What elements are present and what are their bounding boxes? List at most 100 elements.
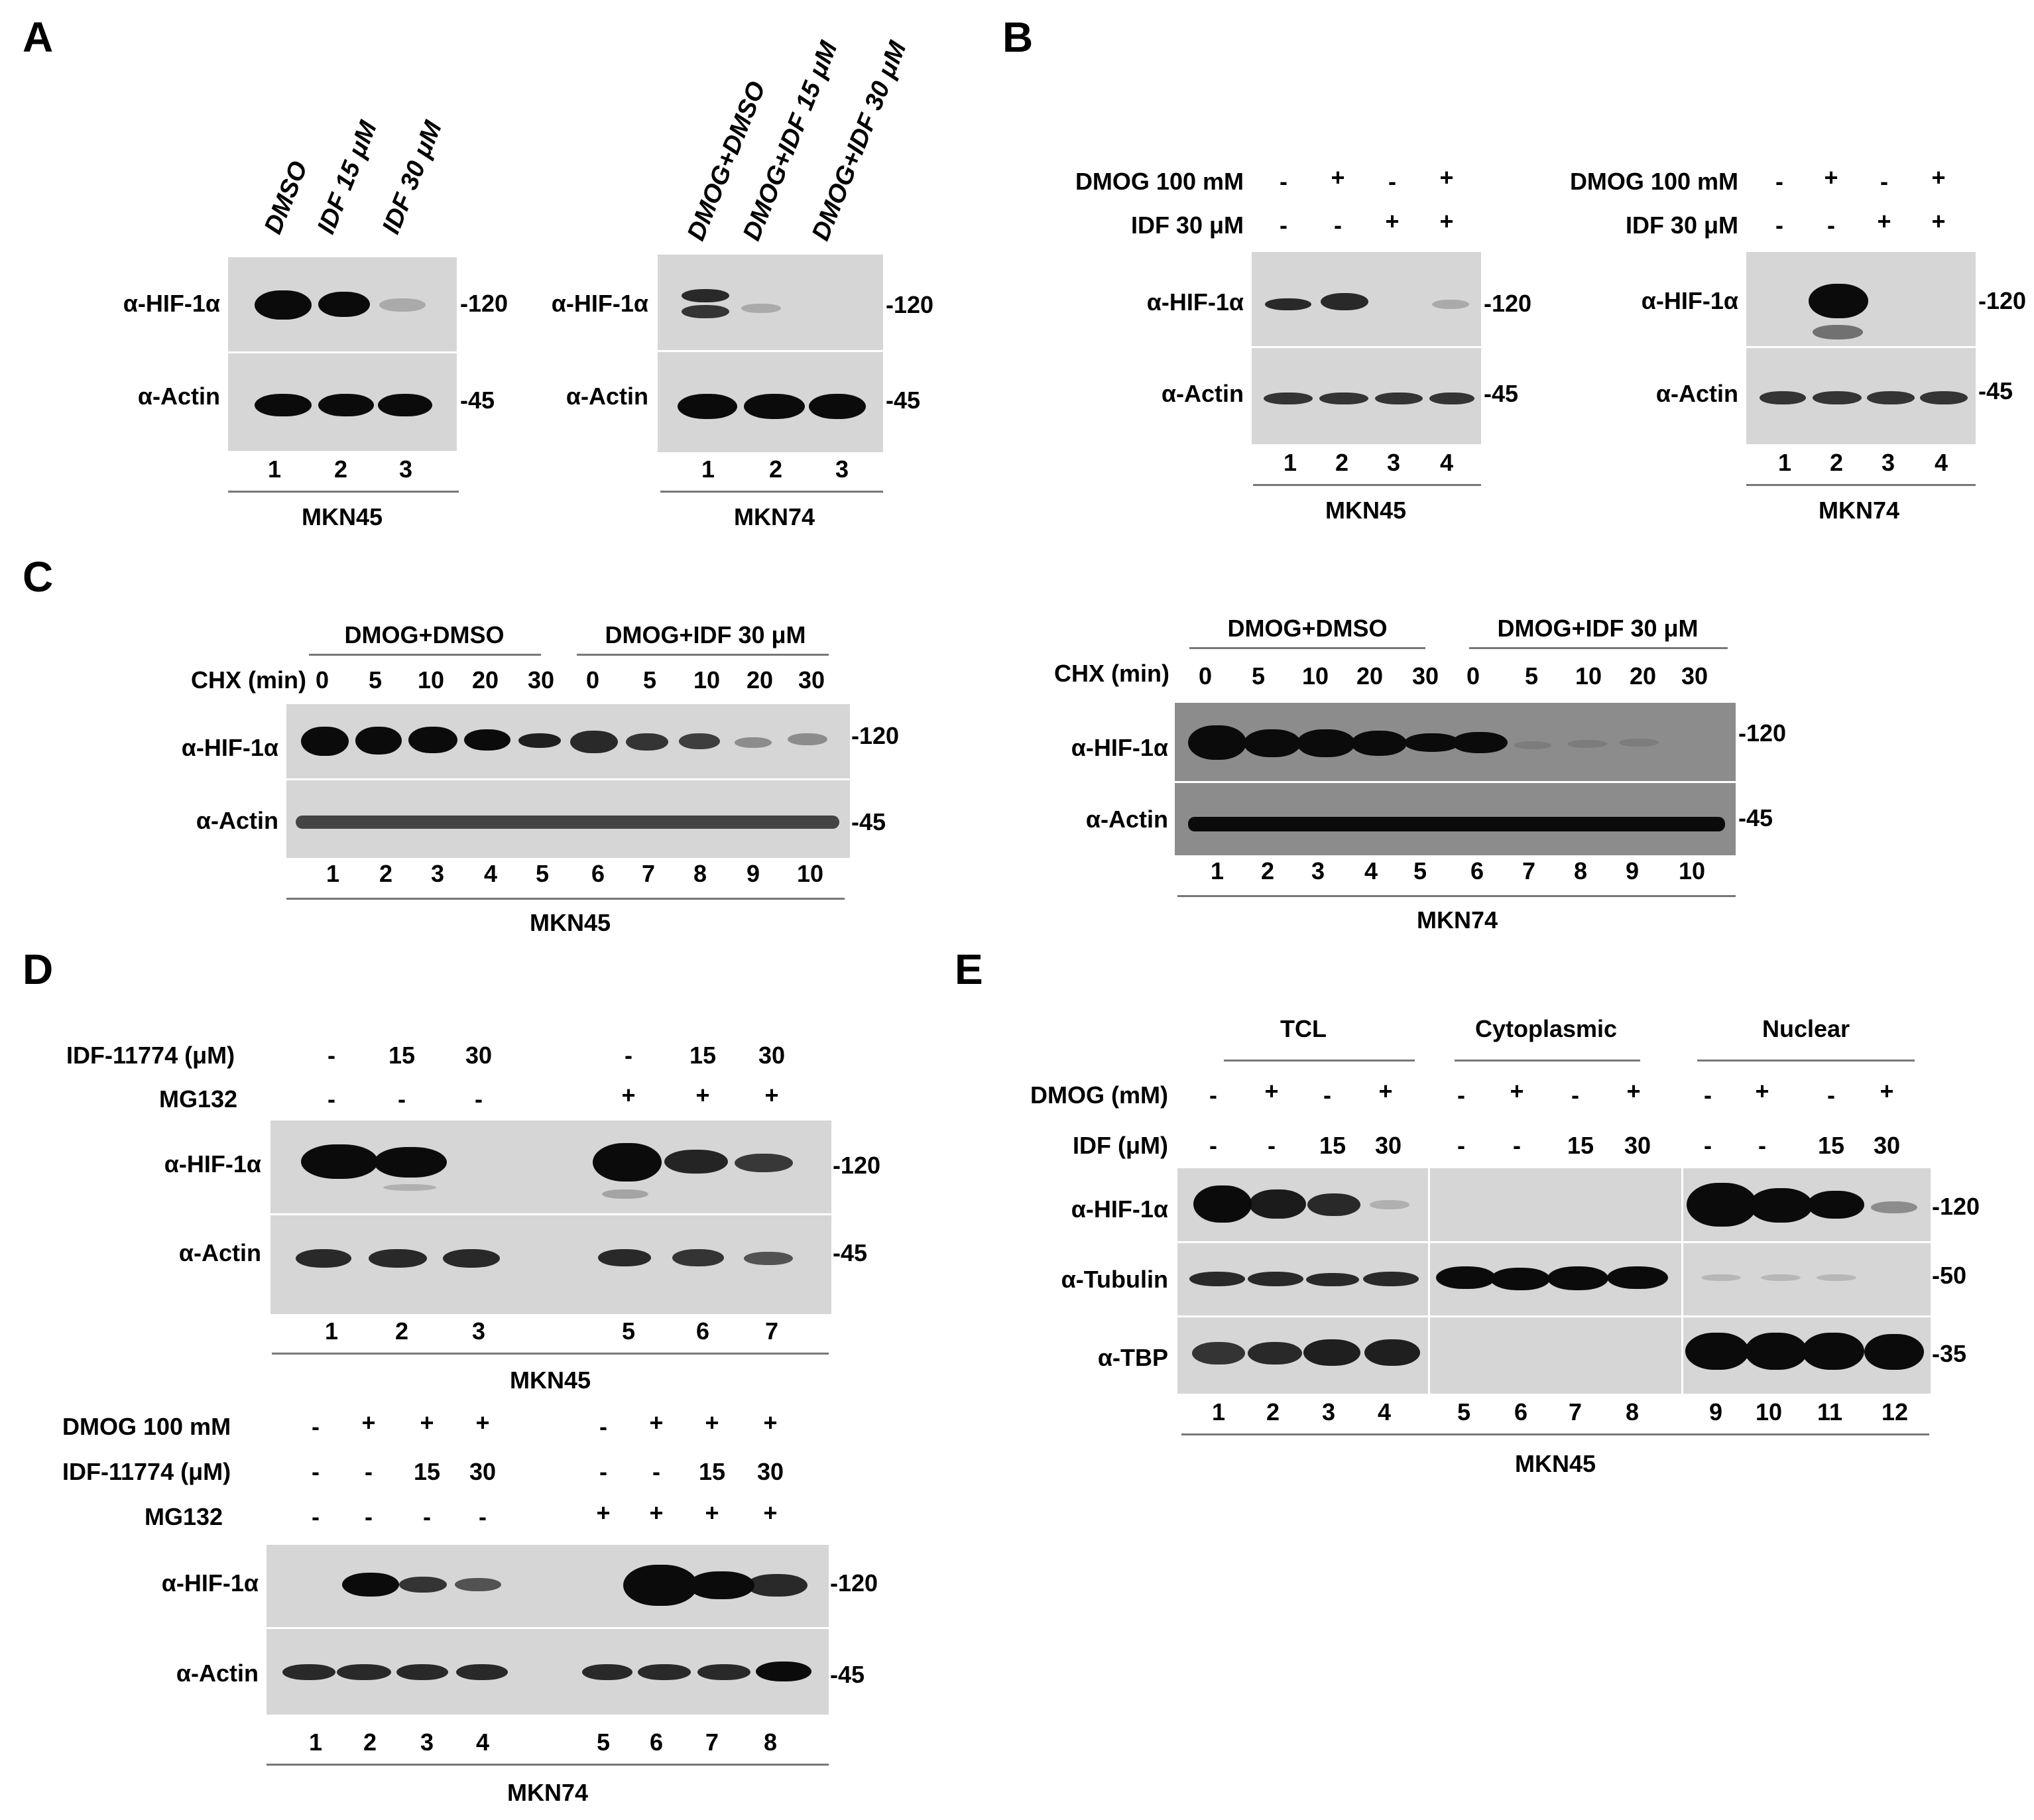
sign: - bbox=[312, 1503, 320, 1530]
antibody-label: α-Actin bbox=[196, 807, 278, 834]
band bbox=[342, 1573, 399, 1597]
lane-number: 4 bbox=[1934, 449, 1948, 476]
sign: - bbox=[1704, 1081, 1712, 1109]
sign: 30 bbox=[1873, 1132, 1901, 1159]
lane-number: 6 bbox=[649, 1729, 664, 1756]
antibody-label: α-HIF-1α bbox=[1146, 288, 1244, 316]
chx-label: CHX (min) bbox=[1054, 660, 1169, 687]
sign: - bbox=[365, 1458, 373, 1485]
antibody-label: α-Actin bbox=[176, 1660, 259, 1687]
lane-number: 2 bbox=[1335, 449, 1349, 476]
underline bbox=[1746, 484, 1976, 486]
band bbox=[1607, 1266, 1668, 1289]
lane-number: 7 bbox=[1568, 1398, 1583, 1426]
lane-number: 1 bbox=[1777, 449, 1792, 476]
blot-b-mkn45 bbox=[1252, 252, 1481, 444]
treatment-label: IDF-11774 (μM) bbox=[66, 1042, 235, 1069]
antibody-label: α-HIF-1α bbox=[1071, 1195, 1168, 1223]
antibody-label: α-HIF-1α bbox=[1641, 287, 1738, 314]
sign: 15 bbox=[1817, 1132, 1845, 1159]
group-label: DMOG+IDF 30 μM bbox=[1497, 615, 1699, 642]
antibody-label: α-HIF-1α bbox=[161, 1569, 259, 1597]
sign: + bbox=[1378, 1077, 1393, 1105]
band bbox=[1189, 1272, 1245, 1286]
band bbox=[1685, 1333, 1749, 1370]
sign: + bbox=[1439, 208, 1454, 235]
lane-number: 2 bbox=[379, 860, 393, 887]
band bbox=[1193, 1185, 1252, 1223]
mw-marker: -120 bbox=[1738, 719, 1787, 747]
band bbox=[697, 1664, 750, 1680]
sign: + bbox=[764, 1081, 779, 1109]
lane-number: 6 bbox=[695, 1317, 710, 1345]
lane-number: 3 bbox=[471, 1317, 486, 1345]
sign: - bbox=[1280, 168, 1287, 195]
band bbox=[638, 1664, 691, 1680]
band bbox=[664, 1150, 728, 1174]
sign: - bbox=[475, 1085, 483, 1113]
treatment-label: IDF (μM) bbox=[1073, 1132, 1168, 1159]
panel-letter-c: C bbox=[23, 553, 54, 601]
blot-a-mkn45 bbox=[228, 257, 457, 451]
treatment-label: DMOG 100 mM bbox=[1075, 168, 1244, 195]
antibody-label: α-Actin bbox=[137, 383, 220, 410]
group-line bbox=[1224, 1060, 1415, 1062]
sign: + bbox=[763, 1499, 778, 1526]
underline bbox=[1181, 1433, 1929, 1435]
sign: + bbox=[596, 1499, 611, 1526]
band bbox=[301, 727, 349, 756]
cell-line-label: MKN74 bbox=[733, 503, 815, 530]
sign: + bbox=[705, 1499, 719, 1526]
lane-number: 3 bbox=[1386, 449, 1401, 476]
band bbox=[1813, 325, 1863, 339]
band bbox=[1363, 1272, 1419, 1286]
time: 5 bbox=[368, 666, 383, 694]
band bbox=[1745, 1333, 1807, 1370]
lane-number: 7 bbox=[705, 1729, 719, 1756]
sign: + bbox=[361, 1409, 376, 1436]
band bbox=[296, 1249, 351, 1268]
treatment-label: DMOG (mM) bbox=[1030, 1081, 1168, 1109]
band bbox=[1514, 741, 1551, 749]
time: 5 bbox=[642, 666, 657, 694]
band bbox=[1364, 1339, 1420, 1366]
lane-number: 1 bbox=[1283, 449, 1297, 476]
sign: - bbox=[328, 1085, 335, 1113]
lane-number: 3 bbox=[1881, 449, 1895, 476]
time: 30 bbox=[527, 666, 555, 694]
band bbox=[1303, 1339, 1360, 1366]
group-label: DMOG+DMSO bbox=[1227, 615, 1388, 642]
panel-letter-d: D bbox=[23, 945, 54, 993]
lane-number: 5 bbox=[621, 1317, 636, 1345]
lane-number: 3 bbox=[1321, 1398, 1336, 1426]
band bbox=[1265, 298, 1311, 310]
band bbox=[1321, 293, 1368, 310]
sign: + bbox=[1824, 164, 1838, 191]
sign: 15 bbox=[1567, 1132, 1594, 1159]
sign: 15 bbox=[698, 1458, 726, 1485]
band bbox=[518, 733, 561, 748]
band bbox=[1244, 729, 1301, 757]
band bbox=[1749, 1188, 1813, 1223]
blot-a-mkn74 bbox=[658, 255, 883, 452]
sign: 30 bbox=[465, 1042, 493, 1069]
cell-line-label: MKN45 bbox=[1514, 1450, 1596, 1477]
sign: - bbox=[1827, 212, 1835, 239]
antibody-label: α-Actin bbox=[1161, 380, 1244, 407]
lane-number: 10 bbox=[796, 860, 824, 887]
sign: + bbox=[1877, 208, 1891, 235]
time: 30 bbox=[798, 666, 825, 694]
underline bbox=[267, 1764, 829, 1766]
treatment-label: MG132 bbox=[145, 1503, 223, 1530]
lane-number: 7 bbox=[764, 1317, 779, 1345]
underline bbox=[1253, 484, 1481, 486]
antibody-label: α-Actin bbox=[566, 383, 648, 410]
sign: - bbox=[599, 1413, 607, 1440]
blot-c-mkn45 bbox=[286, 704, 850, 858]
chx-label: CHX (min) bbox=[191, 666, 306, 694]
band bbox=[1188, 725, 1246, 760]
lane-number: 6 bbox=[591, 860, 605, 887]
mw-marker: -45 bbox=[460, 387, 495, 414]
band bbox=[741, 304, 781, 313]
sign: - bbox=[479, 1503, 487, 1530]
